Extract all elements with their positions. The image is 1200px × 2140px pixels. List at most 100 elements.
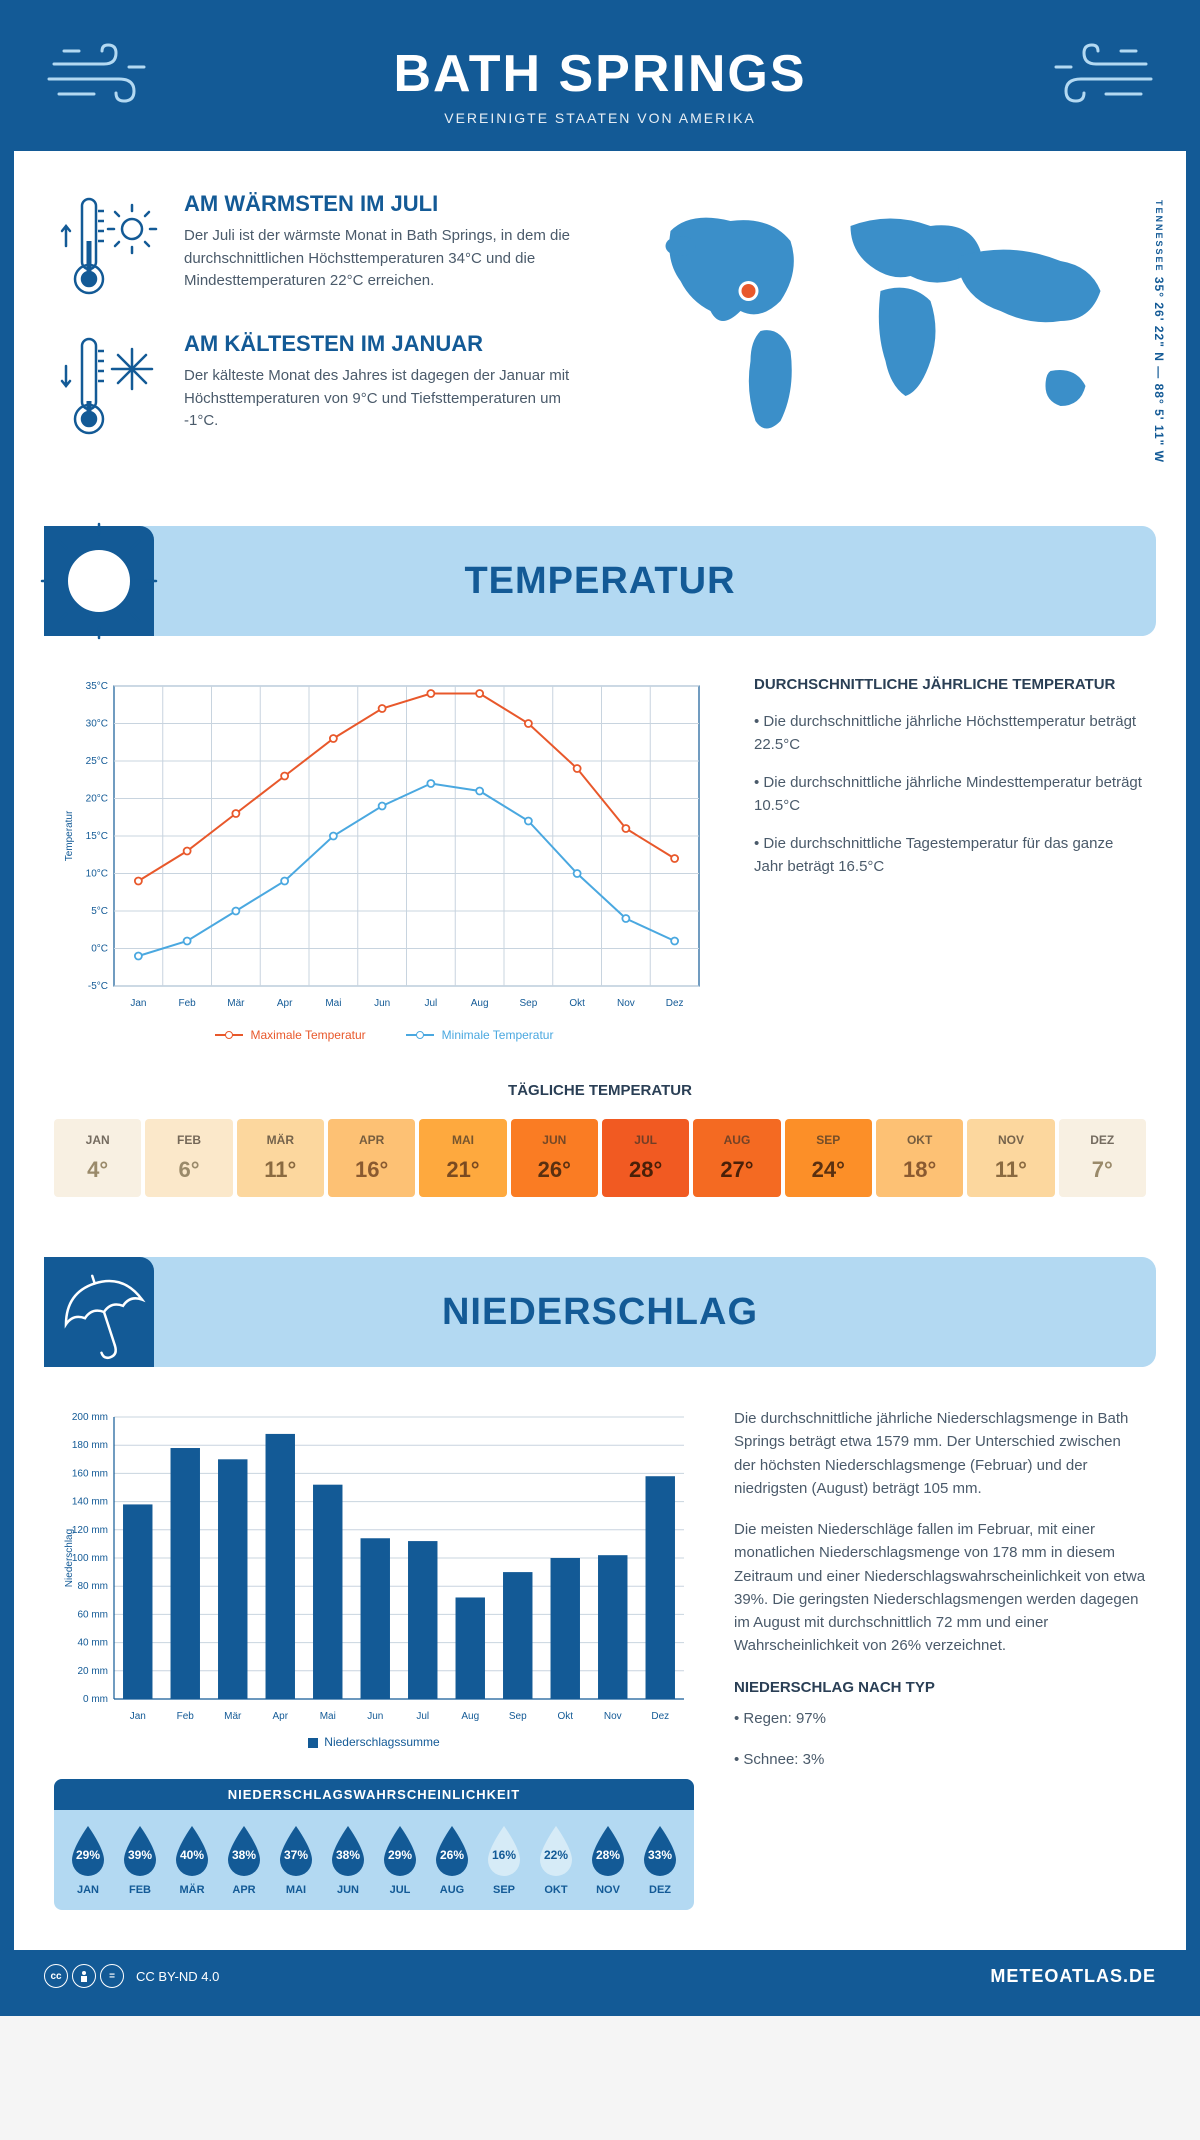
page: BATH SPRINGS VEREINIGTE STAATEN VON AMER…	[0, 0, 1200, 2016]
svg-text:Mär: Mär	[227, 998, 245, 1009]
precipitation-bar-chart: 0 mm20 mm40 mm60 mm80 mm100 mm120 mm140 …	[54, 1407, 694, 1727]
coldest-fact: AM KÄLTESTEN IM JANUAR Der kälteste Mona…	[54, 331, 585, 441]
prob-drop: 22%OKT	[532, 1824, 580, 1896]
cc-icon: cc	[44, 1964, 68, 1988]
heat-cell: OKT18°	[876, 1119, 963, 1197]
prob-drop: 37%MAI	[272, 1824, 320, 1896]
precip-probability-box: NIEDERSCHLAGSWAHRSCHEINLICHKEIT 29%JAN 3…	[54, 1779, 694, 1910]
warmest-text: Der Juli ist der wärmste Monat in Bath S…	[184, 225, 585, 293]
svg-text:Feb: Feb	[179, 998, 197, 1009]
svg-text:Jul: Jul	[416, 1711, 429, 1722]
svg-text:100 mm: 100 mm	[72, 1553, 108, 1564]
svg-text:80 mm: 80 mm	[77, 1581, 108, 1592]
heat-cell: JUL28°	[602, 1119, 689, 1197]
prob-heading: NIEDERSCHLAGSWAHRSCHEINLICHKEIT	[54, 1779, 694, 1810]
svg-text:Sep: Sep	[509, 1711, 527, 1722]
temperature-section: -5°C0°C5°C10°C15°C20°C25°C30°C35°CJanFeb…	[14, 636, 1186, 1082]
wind-icon	[1046, 39, 1156, 119]
svg-text:Aug: Aug	[461, 1711, 479, 1722]
svg-text:-5°C: -5°C	[88, 981, 108, 992]
svg-text:20 mm: 20 mm	[77, 1666, 108, 1677]
page-title: BATH SPRINGS	[14, 44, 1186, 104]
coldest-title: AM KÄLTESTEN IM JANUAR	[184, 331, 585, 357]
svg-text:Okt: Okt	[557, 1711, 573, 1722]
page-subtitle: VEREINIGTE STAATEN VON AMERIKA	[14, 110, 1186, 126]
svg-text:10°C: 10°C	[86, 869, 108, 880]
precip-para: Die durchschnittliche jährliche Niedersc…	[734, 1407, 1146, 1500]
svg-text:Dez: Dez	[651, 1711, 669, 1722]
svg-text:Jan: Jan	[130, 1711, 146, 1722]
thermometer-cold-icon	[54, 331, 164, 441]
svg-text:Sep: Sep	[519, 998, 537, 1009]
svg-text:0°C: 0°C	[91, 944, 108, 955]
svg-text:Jun: Jun	[367, 1711, 383, 1722]
intro-section: AM WÄRMSTEN IM JULI Der Juli ist der wär…	[14, 151, 1186, 506]
wind-icon	[44, 39, 154, 119]
svg-text:140 mm: 140 mm	[72, 1497, 108, 1508]
svg-text:Aug: Aug	[471, 998, 489, 1009]
umbrella-icon	[28, 1236, 179, 1387]
precip-type-bullet: • Regen: 97%	[734, 1707, 1146, 1730]
precip-chart-legend: Niederschlagssumme	[54, 1735, 694, 1749]
svg-text:Dez: Dez	[666, 998, 684, 1009]
svg-text:160 mm: 160 mm	[72, 1468, 108, 1479]
prob-drop: 38%JUN	[324, 1824, 372, 1896]
svg-text:Nov: Nov	[604, 1711, 622, 1722]
sun-icon	[34, 516, 164, 646]
svg-text:180 mm: 180 mm	[72, 1440, 108, 1451]
svg-text:Temperatur: Temperatur	[64, 810, 75, 861]
heat-cell: JUN26°	[511, 1119, 598, 1197]
heat-cell: AUG27°	[693, 1119, 780, 1197]
svg-text:Nov: Nov	[617, 998, 635, 1009]
temperature-heading: TEMPERATUR	[184, 560, 1156, 603]
cc-icons: cc =	[44, 1964, 124, 1988]
precipitation-heading: NIEDERSCHLAG	[184, 1291, 1156, 1334]
heat-cell: DEZ7°	[1059, 1119, 1146, 1197]
precipitation-banner: NIEDERSCHLAG	[44, 1257, 1156, 1367]
temperature-line-chart: -5°C0°C5°C10°C15°C20°C25°C30°C35°CJanFeb…	[54, 676, 714, 1016]
prob-drop: 38%APR	[220, 1824, 268, 1896]
header: BATH SPRINGS VEREINIGTE STAATEN VON AMER…	[14, 14, 1186, 151]
svg-text:Jun: Jun	[374, 998, 390, 1009]
heat-cell: SEP24°	[785, 1119, 872, 1197]
svg-text:0 mm: 0 mm	[83, 1694, 108, 1705]
coordinates: TENNESSEE 35° 26' 22" N — 88° 5' 11" W	[1152, 191, 1166, 471]
heat-cell: FEB6°	[145, 1119, 232, 1197]
temp-chart-legend: Maximale Temperatur Minimale Temperatur	[54, 1028, 714, 1042]
svg-text:Jan: Jan	[130, 998, 146, 1009]
heat-cell: APR16°	[328, 1119, 415, 1197]
precip-type-heading: NIEDERSCHLAG NACH TYP	[734, 1676, 1146, 1699]
svg-text:Niederschlag: Niederschlag	[64, 1529, 75, 1587]
svg-text:Mär: Mär	[224, 1711, 242, 1722]
cc-by-icon	[72, 1964, 96, 1988]
prob-drop: 40%MÄR	[168, 1824, 216, 1896]
svg-text:5°C: 5°C	[91, 906, 108, 917]
svg-text:35°C: 35°C	[86, 681, 108, 692]
svg-text:40 mm: 40 mm	[77, 1638, 108, 1649]
heat-cell: NOV11°	[967, 1119, 1054, 1197]
svg-text:Mai: Mai	[320, 1711, 336, 1722]
warmest-fact: AM WÄRMSTEN IM JULI Der Juli ist der wär…	[54, 191, 585, 301]
coldest-text: Der kälteste Monat des Jahres ist dagege…	[184, 365, 585, 433]
daily-temp-heading: TÄGLICHE TEMPERATUR	[54, 1082, 1146, 1099]
svg-text:15°C: 15°C	[86, 831, 108, 842]
svg-text:30°C: 30°C	[86, 719, 108, 730]
svg-text:Mai: Mai	[325, 998, 341, 1009]
prob-drop: 26%AUG	[428, 1824, 476, 1896]
prob-drop: 29%JAN	[64, 1824, 112, 1896]
precip-type-bullet: • Schnee: 3%	[734, 1748, 1146, 1771]
temp-facts-heading: DURCHSCHNITTLICHE JÄHRLICHE TEMPERATUR	[754, 676, 1146, 693]
world-map-icon	[615, 191, 1146, 471]
prob-drop: 39%FEB	[116, 1824, 164, 1896]
svg-text:25°C: 25°C	[86, 756, 108, 767]
svg-text:Feb: Feb	[177, 1711, 195, 1722]
svg-text:Okt: Okt	[569, 998, 585, 1009]
svg-text:200 mm: 200 mm	[72, 1412, 108, 1423]
brand: METEOATLAS.DE	[990, 1966, 1156, 1987]
precipitation-section: 0 mm20 mm40 mm60 mm80 mm100 mm120 mm140 …	[14, 1367, 1186, 1950]
temperature-banner: TEMPERATUR	[44, 526, 1156, 636]
svg-text:Jul: Jul	[424, 998, 437, 1009]
heat-cell: MAI21°	[419, 1119, 506, 1197]
svg-text:Apr: Apr	[272, 1711, 288, 1722]
temp-fact-bullet: • Die durchschnittliche jährliche Mindes…	[754, 772, 1146, 817]
